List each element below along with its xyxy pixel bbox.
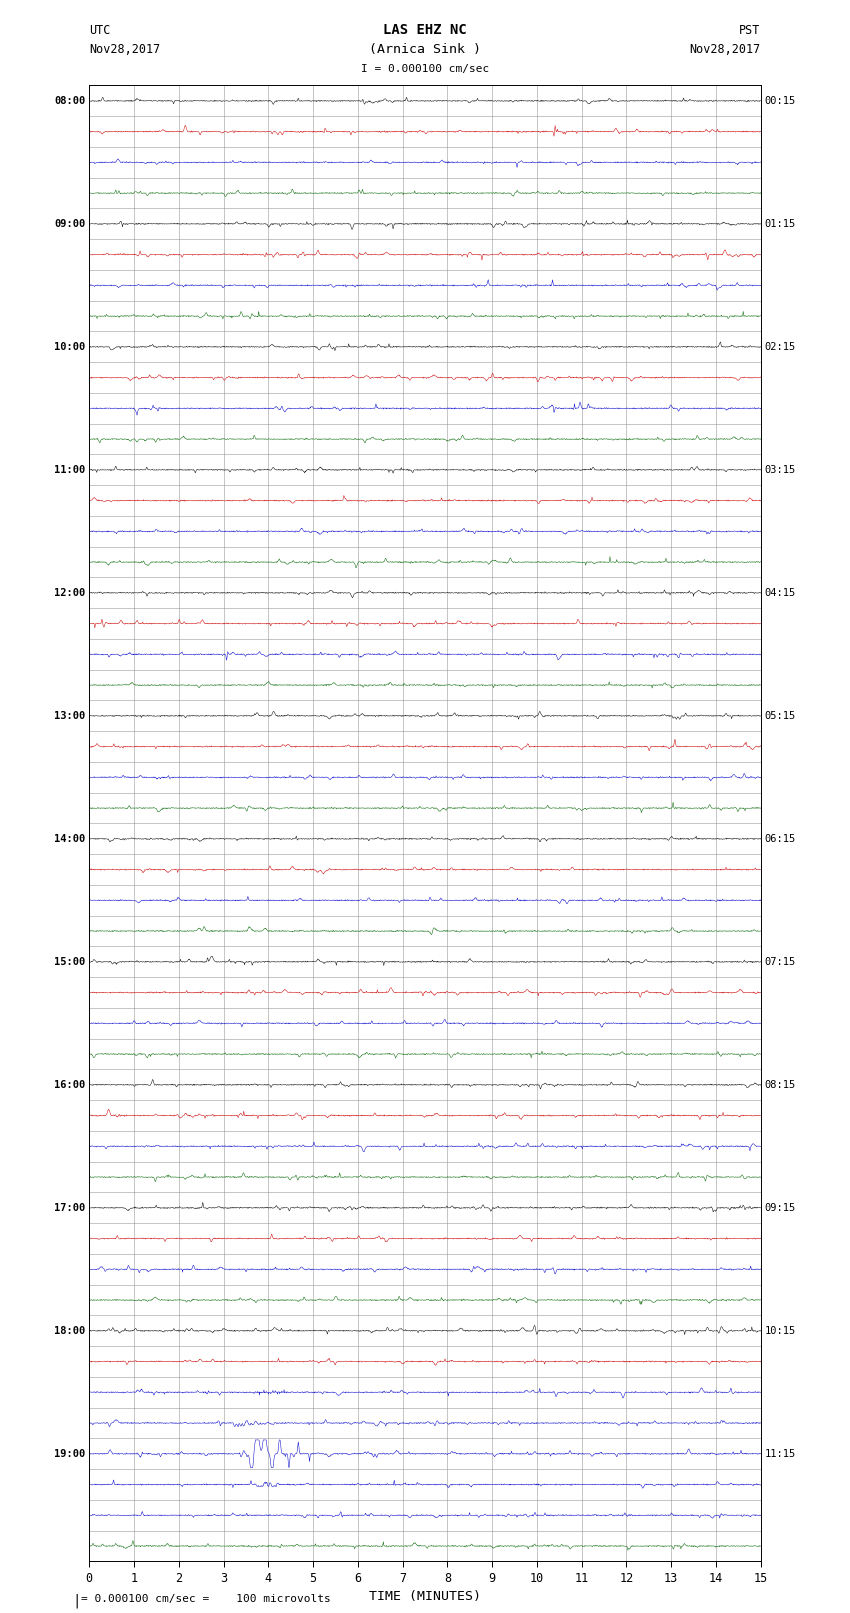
Text: I = 0.000100 cm/sec: I = 0.000100 cm/sec (361, 65, 489, 74)
Text: 09:00: 09:00 (54, 219, 86, 229)
Text: 19:00: 19:00 (54, 1448, 86, 1458)
Text: 11:15: 11:15 (764, 1448, 796, 1458)
Text: 11:00: 11:00 (54, 465, 86, 474)
Text: UTC: UTC (89, 24, 110, 37)
Text: (Arnica Sink ): (Arnica Sink ) (369, 44, 481, 56)
Text: 18:00: 18:00 (54, 1326, 86, 1336)
Text: = 0.000100 cm/sec =    100 microvolts: = 0.000100 cm/sec = 100 microvolts (81, 1594, 331, 1603)
Text: |: | (72, 1594, 81, 1608)
Text: 06:15: 06:15 (764, 834, 796, 844)
Text: 05:15: 05:15 (764, 711, 796, 721)
Text: Nov28,2017: Nov28,2017 (89, 44, 161, 56)
Text: 12:00: 12:00 (54, 587, 86, 598)
X-axis label: TIME (MINUTES): TIME (MINUTES) (369, 1590, 481, 1603)
Text: 17:00: 17:00 (54, 1203, 86, 1213)
Text: 13:00: 13:00 (54, 711, 86, 721)
Text: 09:15: 09:15 (764, 1203, 796, 1213)
Text: 07:15: 07:15 (764, 957, 796, 966)
Text: Nov28,2017: Nov28,2017 (689, 44, 761, 56)
Text: PST: PST (740, 24, 761, 37)
Text: 10:15: 10:15 (764, 1326, 796, 1336)
Text: 14:00: 14:00 (54, 834, 86, 844)
Text: 04:15: 04:15 (764, 587, 796, 598)
Text: 08:00: 08:00 (54, 95, 86, 106)
Text: 00:15: 00:15 (764, 95, 796, 106)
Text: 08:15: 08:15 (764, 1079, 796, 1090)
Text: 15:00: 15:00 (54, 957, 86, 966)
Text: 16:00: 16:00 (54, 1079, 86, 1090)
Text: 01:15: 01:15 (764, 219, 796, 229)
Text: 02:15: 02:15 (764, 342, 796, 352)
Text: LAS EHZ NC: LAS EHZ NC (383, 23, 467, 37)
Text: 10:00: 10:00 (54, 342, 86, 352)
Text: 03:15: 03:15 (764, 465, 796, 474)
